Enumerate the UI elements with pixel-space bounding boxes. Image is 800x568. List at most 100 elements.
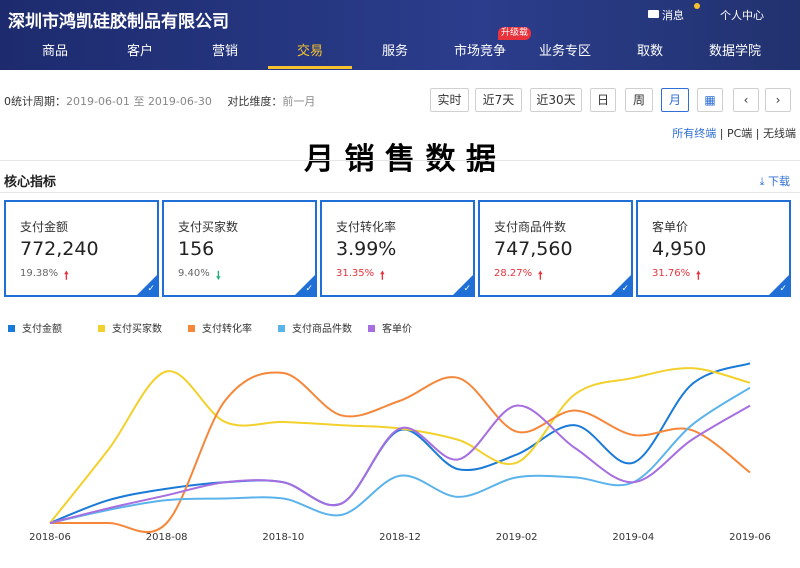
period-button[interactable]: 近30天: [530, 88, 582, 112]
metric-card[interactable]: 支付商品件数 747,560 28.27% 🠕 ✓: [478, 200, 633, 297]
trend-arrow: 🠕: [538, 269, 543, 282]
series-line: [50, 371, 751, 534]
metric-change: 31.76%: [652, 268, 691, 279]
metric-change: 31.35%: [336, 268, 375, 279]
x-tick-label: 2018-10: [262, 532, 304, 543]
series-line: [49, 367, 751, 524]
terminal-option[interactable]: 所有终端: [672, 127, 717, 140]
period-label: 0统计周期：: [4, 95, 66, 108]
nav-item[interactable]: 商品: [41, 44, 69, 59]
selected-corner: [769, 275, 789, 295]
legend-label: 客单价: [382, 322, 412, 335]
upgrade-badge: 升级载: [498, 27, 532, 40]
selected-corner: [453, 275, 473, 295]
period-start: 2019-06-01: [66, 95, 130, 108]
trend-arrow: 🠗: [216, 269, 221, 282]
divider: [0, 160, 800, 161]
period-end: 2019-06-30: [147, 95, 212, 108]
trend-arrow: 🠕: [696, 269, 701, 282]
metric-card[interactable]: 支付金额 772,240 19.38% 🠕 ✓: [4, 200, 159, 297]
message-icon: [648, 10, 659, 18]
filter-row: 0统计周期：2019-06-01 至 2019-06-30 对比维度：前一月: [4, 93, 315, 109]
selected-corner: [295, 275, 315, 295]
check-mark: ✓: [147, 284, 155, 294]
compare-value: 前一月: [282, 95, 316, 108]
legend-swatch: [368, 325, 375, 332]
x-tick-label: 2019-02: [496, 532, 538, 543]
nav-item[interactable]: 交易: [296, 44, 324, 59]
series-line: [49, 386, 751, 524]
top-bar: [0, 0, 800, 70]
x-tick-label: 2019-04: [612, 532, 654, 543]
x-tick-label: 2019-06: [729, 532, 771, 543]
nav-item[interactable]: 客户: [126, 44, 154, 59]
metric-value: 772,240: [20, 238, 99, 260]
page-title: 月 销 售 数 据: [304, 142, 496, 177]
metric-label: 支付买家数: [178, 220, 239, 234]
nav-item[interactable]: 营销: [211, 44, 239, 59]
metric-label: 支付金额: [20, 220, 69, 234]
legend-swatch: [8, 325, 15, 332]
metric-card[interactable]: 支付买家数 156 9.40% 🠗 ✓: [162, 200, 317, 297]
download-link[interactable]: ⤓ 下载: [759, 175, 790, 188]
section-title: 核心指标: [4, 175, 57, 190]
download-text: 下载: [768, 175, 790, 188]
metric-card[interactable]: 客单价 4,950 31.76% 🠕 ✓: [636, 200, 791, 297]
divider: [0, 192, 800, 193]
metric-label: 客单价: [652, 220, 689, 234]
calendar-button[interactable]: ▦: [697, 88, 723, 112]
x-tick-label: 2018-06: [29, 532, 71, 543]
metric-value: 4,950: [652, 238, 707, 260]
check-mark: ✓: [463, 284, 471, 294]
metric-value: 3.99%: [336, 238, 397, 260]
period-button[interactable]: 近7天: [475, 88, 522, 112]
legend-label: 支付金额: [22, 322, 62, 335]
legend-swatch: [98, 325, 105, 332]
nav-item[interactable]: 取数: [636, 44, 664, 59]
period-button[interactable]: 实时: [430, 88, 469, 112]
trend-arrow: 🠕: [64, 269, 69, 282]
period-button[interactable]: 周: [625, 88, 653, 112]
next-button[interactable]: ›: [765, 88, 791, 112]
check-mark: ✓: [305, 284, 313, 294]
metric-card[interactable]: 支付转化率 3.99% 31.35% 🠕 ✓: [320, 200, 475, 297]
nav-item[interactable]: 服务: [381, 44, 409, 59]
metric-change: 9.40%: [178, 268, 210, 279]
period-button[interactable]: 月: [661, 88, 689, 112]
selected-corner: [611, 275, 631, 295]
metric-label: 支付商品件数: [494, 220, 567, 234]
legend-label: 支付商品件数: [292, 322, 352, 335]
prev-button[interactable]: ‹: [733, 88, 759, 112]
series-line: [49, 362, 751, 524]
compare-label: 对比维度：: [227, 95, 283, 108]
metric-value: 747,560: [494, 238, 573, 260]
check-mark: ✓: [621, 284, 629, 294]
metric-change: 19.38%: [20, 268, 59, 279]
active-underline: [268, 66, 352, 69]
messages-link[interactable]: 消息: [662, 9, 684, 22]
terminal-switch: 所有终端 | PC端 | 无线端: [672, 125, 796, 141]
notice-dot: [694, 3, 700, 9]
check-mark: ✓: [779, 284, 787, 294]
user-center-link[interactable]: 个人中心: [720, 9, 764, 22]
separator: |: [719, 127, 724, 140]
terminal-option[interactable]: 无线端: [763, 127, 796, 140]
metric-label: 支付转化率: [336, 220, 397, 234]
legend-swatch: [188, 325, 195, 332]
metric-change: 28.27%: [494, 268, 533, 279]
nav-item[interactable]: 数据学院: [708, 44, 762, 59]
x-tick-label: 2018-12: [379, 532, 421, 543]
legend-label: 支付买家数: [112, 322, 162, 335]
period-button[interactable]: 日: [590, 88, 616, 112]
series-line: [49, 404, 751, 524]
x-tick-label: 2018-08: [146, 532, 188, 543]
nav-item[interactable]: 市场竞争: [453, 44, 507, 59]
company-name: 深圳市鸿凯硅胶制品有限公司: [8, 12, 229, 32]
legend-label: 支付转化率: [202, 322, 252, 335]
selected-corner: [137, 275, 157, 295]
separator: |: [755, 127, 760, 140]
terminal-option[interactable]: PC端: [726, 127, 753, 140]
trend-chart: 2018-06 2018-08 2018-10 2018-12 2019-02 2019-…: [8, 322, 771, 543]
nav-item[interactable]: 业务专区: [538, 44, 592, 59]
